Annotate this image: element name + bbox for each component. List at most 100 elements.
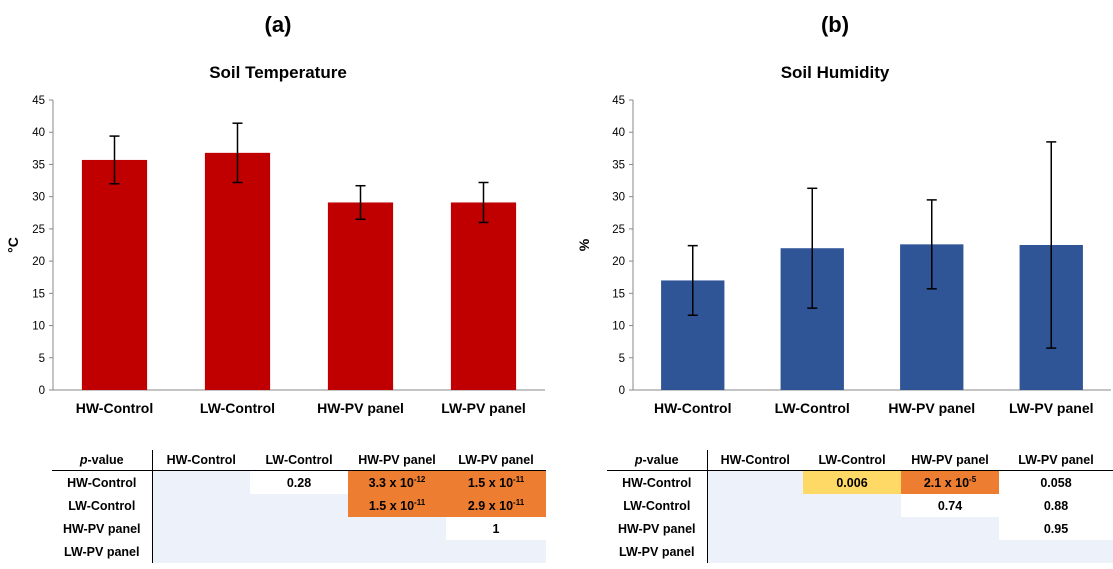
x-tick-label: LW-PV panel [441, 400, 526, 416]
y-tick-label: 40 [612, 127, 625, 139]
y-tick-label: 15 [612, 288, 625, 300]
row-header: LW-Control [607, 494, 708, 517]
soil-temperature-chart: 0 5 10 15 20 25 30 35 40 45 °C HW-Control LW-Control… [5, 95, 545, 416]
x-tick-label: HW-PV panel [317, 400, 404, 416]
table-row: LW-PV panel [607, 540, 1113, 563]
empty-cell [152, 540, 250, 563]
x-tick-label: HW-Control [76, 400, 153, 416]
y-tick-label: 15 [32, 288, 45, 300]
empty-cell [152, 470, 250, 494]
y-tick-label: 20 [612, 256, 625, 268]
p-value-cell: 1.5 x 10-11 [348, 494, 446, 517]
row-header: LW-PV panel [607, 540, 708, 563]
empty-cell [803, 540, 901, 563]
table-row: HW-Control 0.006 2.1 x 10-5 0.058 [607, 470, 1113, 494]
y-tick-label: 0 [619, 385, 625, 397]
row-header: HW-PV panel [52, 517, 153, 540]
column-header: HW-PV panel [348, 450, 446, 471]
empty-cell [707, 517, 803, 540]
soil-humidity-chart: 0 5 10 15 20 25 30 35 40 45% HW-Control LW-Control H… [576, 95, 1111, 416]
p-value-italic: p [79, 453, 88, 467]
y-tick-label: 5 [619, 353, 625, 365]
p-value-cell: 0.74 [901, 494, 999, 517]
column-header: HW-Control [707, 450, 803, 471]
empty-cell [999, 540, 1113, 563]
p-value-table-temperature: p-value HW-Control LW-Control HW-PV pane… [52, 450, 546, 563]
empty-cell [250, 494, 348, 517]
p-value-header: p-value [52, 450, 153, 471]
empty-cell [803, 494, 901, 517]
row-header: LW-PV panel [52, 540, 153, 563]
x-tick-label: LW-Control [200, 400, 275, 416]
x-tick-label: HW-Control [654, 400, 731, 416]
p-value-cell: 0.95 [999, 517, 1113, 540]
p-value-cell: 0.28 [250, 470, 348, 494]
panel-b: (b) Soil Humidity 0 5 10 15 20 25 30 35 40 45% HW-… [557, 0, 1113, 569]
y-tick-label: 0 [39, 385, 45, 397]
x-tick-label: LW-Control [775, 400, 850, 416]
empty-cell [707, 540, 803, 563]
y-tick-label: 10 [612, 321, 625, 333]
y-tick-label: 5 [39, 353, 45, 365]
empty-cell [901, 517, 999, 540]
table-row: HW-PV panel 1 [52, 517, 546, 540]
empty-cell [250, 517, 348, 540]
y-tick-label: 45 [612, 95, 625, 107]
p-value-cell: 1.5 x 10-11 [446, 470, 546, 494]
chart-title: Soil Temperature [209, 63, 347, 82]
table-row: HW-Control 0.28 3.3 x 10-12 1.5 x 10-11 [52, 470, 546, 494]
table-row: HW-PV panel 0.95 [607, 517, 1113, 540]
empty-cell [901, 540, 999, 563]
y-axis-label: % [576, 238, 592, 251]
empty-cell [707, 494, 803, 517]
panel-a: (a) Soil Temperature 0 5 10 15 20 25 30 35 40 45 °… [0, 0, 556, 569]
panel-label: (b) [820, 12, 850, 37]
p-value-cell: 2.1 x 10-5 [901, 470, 999, 494]
y-tick-label: 45 [32, 95, 45, 107]
chart-title: Soil Humidity [780, 63, 890, 82]
y-tick-label: 30 [612, 192, 625, 204]
y-tick-label: 25 [612, 224, 625, 236]
empty-cell [446, 540, 546, 563]
y-tick-label: 40 [32, 127, 45, 139]
table-row: LW-Control 0.74 0.88 [607, 494, 1113, 517]
y-tick-label: 20 [32, 256, 45, 268]
bar [204, 152, 271, 390]
table-body: HW-Control 0.006 2.1 x 10-5 0.058 LW-Control… [607, 470, 1113, 563]
y-axis-label: °C [5, 237, 21, 253]
y-tick-label: 25 [32, 224, 45, 236]
p-value-suffix: -value [87, 453, 124, 467]
p-value-italic: p [634, 453, 643, 467]
table-row: LW-Control 1.5 x 10-11 2.9 x 10-11 [52, 494, 546, 517]
y-tick-label: 10 [32, 321, 45, 333]
row-header: LW-Control [52, 494, 153, 517]
table-body: HW-Control 0.28 3.3 x 10-12 1.5 x 10-11 LW-C… [52, 470, 546, 563]
p-value-cell: 0.058 [999, 470, 1113, 494]
p-value-table-humidity: p-value HW-Control LW-Control HW-PV pane… [607, 450, 1113, 563]
y-tick-label: 35 [612, 159, 625, 171]
p-value-cell: 1 [446, 517, 546, 540]
panel-label: (a) [264, 12, 292, 37]
x-tick-label: LW-PV panel [1009, 400, 1094, 416]
column-header: LW-PV panel [446, 450, 546, 471]
empty-cell [803, 517, 901, 540]
table-row: LW-PV panel [52, 540, 546, 563]
y-tick-label: 35 [32, 159, 45, 171]
empty-cell [707, 470, 803, 494]
bar [327, 202, 394, 390]
y-tick-label: 30 [32, 192, 45, 204]
p-value-cell: 0.88 [999, 494, 1113, 517]
empty-cell [152, 517, 250, 540]
column-header: LW-Control [803, 450, 901, 471]
empty-cell [348, 540, 446, 563]
p-value-cell: 0.006 [803, 470, 901, 494]
column-header: LW-Control [250, 450, 348, 471]
p-value-suffix: -value [642, 453, 679, 467]
column-header: HW-Control [152, 450, 250, 471]
p-value-cell: 2.9 x 10-11 [446, 494, 546, 517]
row-header: HW-PV panel [607, 517, 708, 540]
x-tick-label: HW-PV panel [888, 400, 975, 416]
row-header: HW-Control [607, 470, 708, 494]
p-value-cell: 3.3 x 10-12 [348, 470, 446, 494]
bar [81, 159, 148, 390]
